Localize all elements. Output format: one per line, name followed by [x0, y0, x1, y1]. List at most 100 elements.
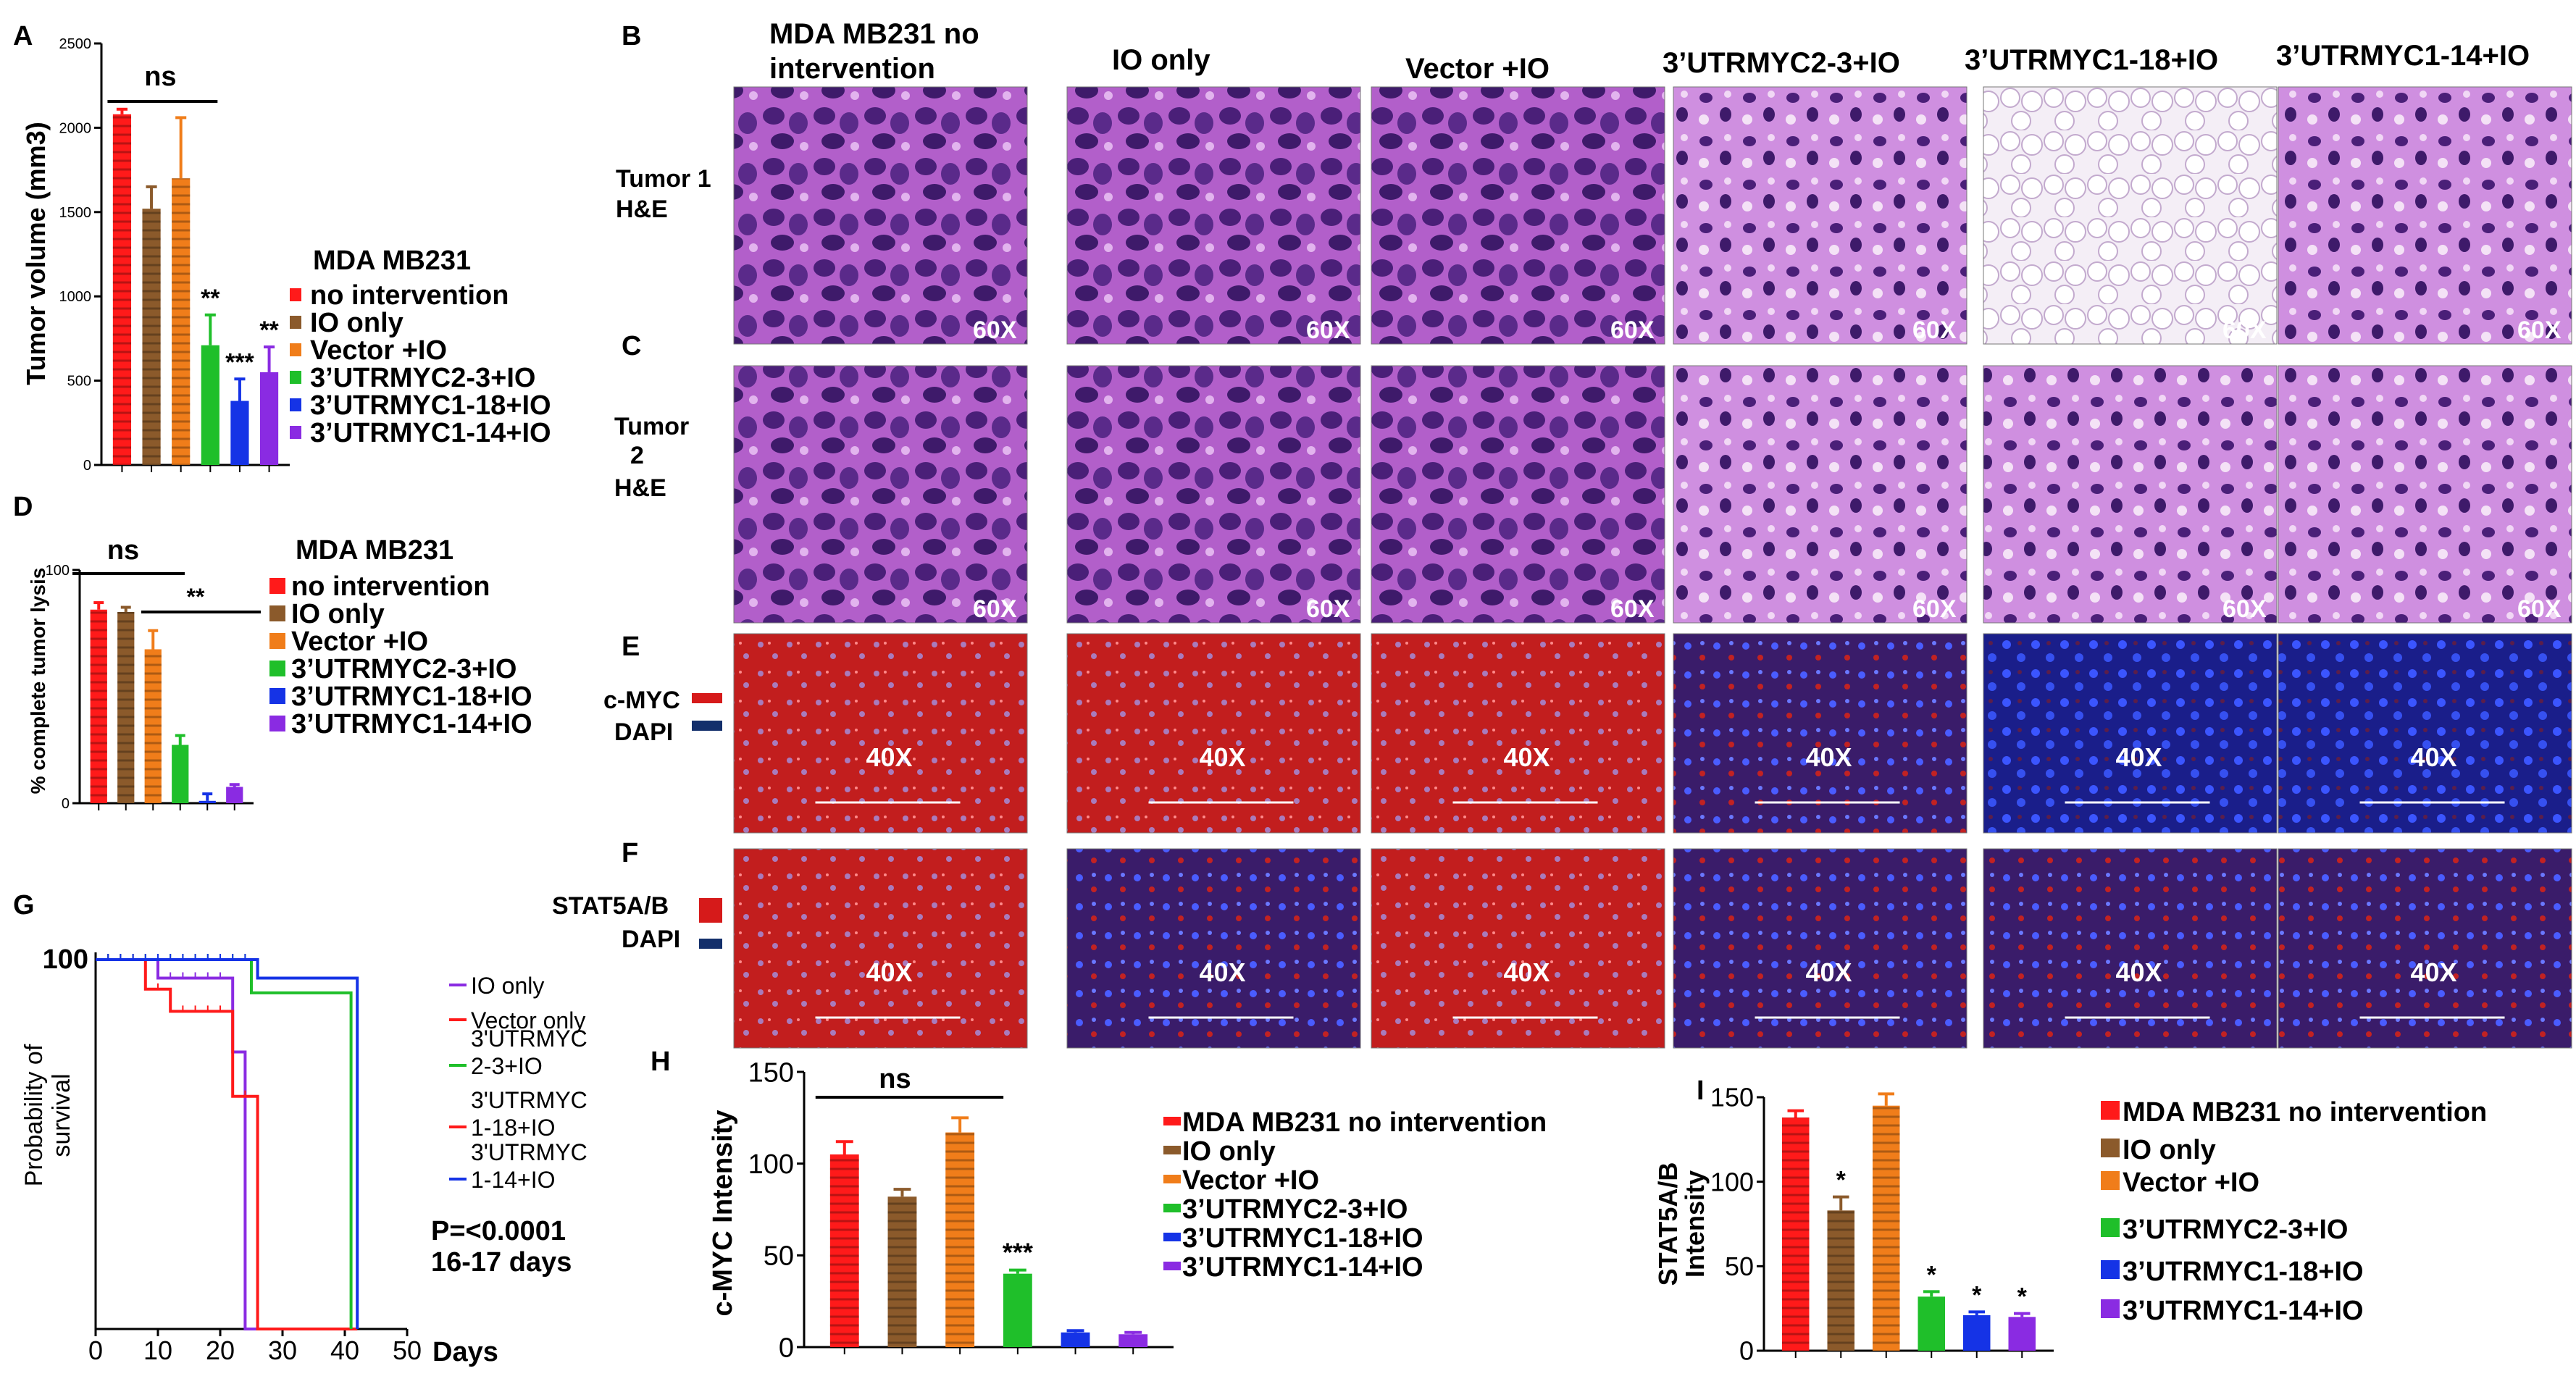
legend-label: 3'UTRMYC: [471, 1139, 587, 1165]
micrograph-image: [1983, 365, 2278, 624]
magnification-label: 60X: [1912, 595, 1957, 623]
magnification-label: 60X: [2222, 316, 2267, 344]
legend-label: MDA MB231 no intervention: [1182, 1107, 1547, 1138]
panel-label-i: I: [1697, 1076, 1705, 1106]
y-tick-label: 150: [1710, 1083, 1754, 1112]
magnification-label: 60X: [2517, 595, 2562, 623]
magnification-label: 60X: [973, 316, 1017, 344]
legend-label: 3’UTRMYC1-14+IO: [2123, 1296, 2364, 1326]
legend-swatch: [1163, 1146, 1181, 1154]
magnification-label: 60X: [1610, 316, 1655, 344]
chart-d-tumor-lysis: 0 100% complete tumor lysis ns ** MDA MB231 n…: [27, 535, 532, 812]
magnification-label: 40X: [1806, 742, 1852, 772]
micrograph-image: [1066, 365, 1361, 624]
y-tick-label: 1500: [59, 205, 92, 221]
y-tick-label: 150: [748, 1057, 794, 1088]
legend-label: IO only: [2123, 1135, 2216, 1165]
y-tick-label: 50: [1725, 1251, 1754, 1281]
legend-label: 3’UTRMYC2-3+IO: [291, 654, 517, 684]
magnification-label: 40X: [2116, 957, 2162, 987]
y-tick-label: 50: [764, 1241, 794, 1272]
bar-hatch: [829, 1154, 859, 1347]
micrograph-image: [2278, 633, 2572, 834]
legend-title: MDA MB231: [313, 246, 471, 276]
significance-stars: *: [1972, 1281, 1982, 1309]
x-tick-label: 40: [330, 1336, 359, 1365]
col-title-2: IO only: [1112, 44, 1210, 76]
legend-label: 3’UTRMYC1-18+IO: [291, 682, 532, 712]
legend-swatch: [1163, 1233, 1181, 1241]
legend-label: 3’UTRMYC1-14+IO: [310, 418, 551, 448]
micrograph-image: [1371, 365, 1665, 624]
p-value: P=<0.0001: [431, 1216, 566, 1246]
row-label-dapi-e: DAPI: [614, 718, 673, 746]
y-axis-title-1: Probability of: [20, 1044, 48, 1186]
legend-label: Vector +IO: [310, 335, 447, 366]
micrograph-image: [1371, 633, 1665, 834]
magnification-label: 40X: [2411, 957, 2457, 987]
bar-hatch: [1873, 1105, 1900, 1351]
y-tick-label: 2500: [59, 36, 92, 52]
ns-label: ns: [144, 62, 176, 92]
micrograph-image: [1066, 633, 1361, 834]
panel-label-f: F: [622, 838, 638, 868]
micrograph-image: [733, 365, 1028, 624]
days-note: 16-17 days: [431, 1247, 572, 1278]
micrograph-image: [1673, 86, 1967, 345]
micrograph-grid: 60X 60X 60X 60X 60X 60X 60X 60X 60X 60X 60X 60X 40X 4…: [733, 86, 2572, 1049]
row-label-he1: H&E: [616, 196, 668, 223]
legend-label: 3’UTRMYC2-3+IO: [2123, 1215, 2348, 1245]
x-tick-label: 20: [206, 1336, 235, 1365]
legend-label: 3’UTRMYC1-14+IO: [1182, 1252, 1423, 1283]
y-tick-label: 0: [83, 458, 91, 474]
micrograph-image: [1371, 86, 1665, 345]
legend-swatch: [2101, 1101, 2120, 1120]
significance-stars: **: [259, 316, 279, 344]
panel-label-e: E: [622, 632, 640, 662]
micrograph-image: [2278, 365, 2572, 624]
legend-label: no intervention: [291, 571, 490, 602]
bar: [259, 372, 279, 465]
bar-hatch: [945, 1132, 975, 1347]
legend-swatch: [1163, 1175, 1181, 1183]
row-label-2: 2: [630, 442, 644, 469]
y-tick-label: 100: [43, 944, 88, 975]
panel-label-h: H: [651, 1047, 670, 1077]
legend-swatch: [290, 426, 301, 439]
legend-swatch: [269, 716, 285, 731]
micrograph-image: [733, 86, 1028, 345]
legend-swatch: [269, 633, 285, 649]
bar-hatch: [172, 178, 191, 466]
magnification-label: 40X: [866, 742, 913, 772]
significance-stars: ***: [1003, 1238, 1033, 1267]
legend-swatch: [290, 398, 301, 411]
row-label-tumor1: Tumor 1: [616, 165, 711, 193]
significance-stars: *: [1836, 1167, 1847, 1194]
survival-curve: [96, 958, 353, 1329]
legend-label: 3’UTRMYC1-14+IO: [291, 709, 532, 739]
micrograph-image: [1673, 365, 1967, 624]
y-axis-title: Tumor volume (mm3): [21, 122, 51, 385]
legend-swatch: [269, 688, 285, 704]
significance-stars: ***: [225, 348, 254, 376]
bar-hatch: [112, 114, 132, 465]
micrograph-image: [1371, 848, 1665, 1049]
col-title-1b: intervention: [769, 53, 935, 85]
legend-swatch: [2101, 1299, 2120, 1318]
magnification-label: 60X: [1610, 595, 1655, 623]
panel-label-a: A: [13, 21, 33, 51]
legend-swatch: [1163, 1262, 1181, 1270]
magnification-label: 40X: [1806, 957, 1852, 987]
legend-label: Vector +IO: [2123, 1167, 2259, 1198]
micrograph-image: [733, 848, 1028, 1049]
magnification-label: 40X: [1504, 742, 1550, 772]
bar: [1003, 1273, 1032, 1347]
micrograph-image: [1983, 633, 2278, 834]
bar: [1061, 1332, 1090, 1347]
row-label-dapi-f: DAPI: [622, 926, 680, 953]
chart-g-survival: 0 10 20 30 40 50 Days 100 Probability of survival…: [20, 944, 587, 1367]
col-title-5: 3’UTRMYC1-18+IO: [1965, 44, 2218, 76]
y-axis-title: % complete tumor lysis: [27, 568, 49, 794]
